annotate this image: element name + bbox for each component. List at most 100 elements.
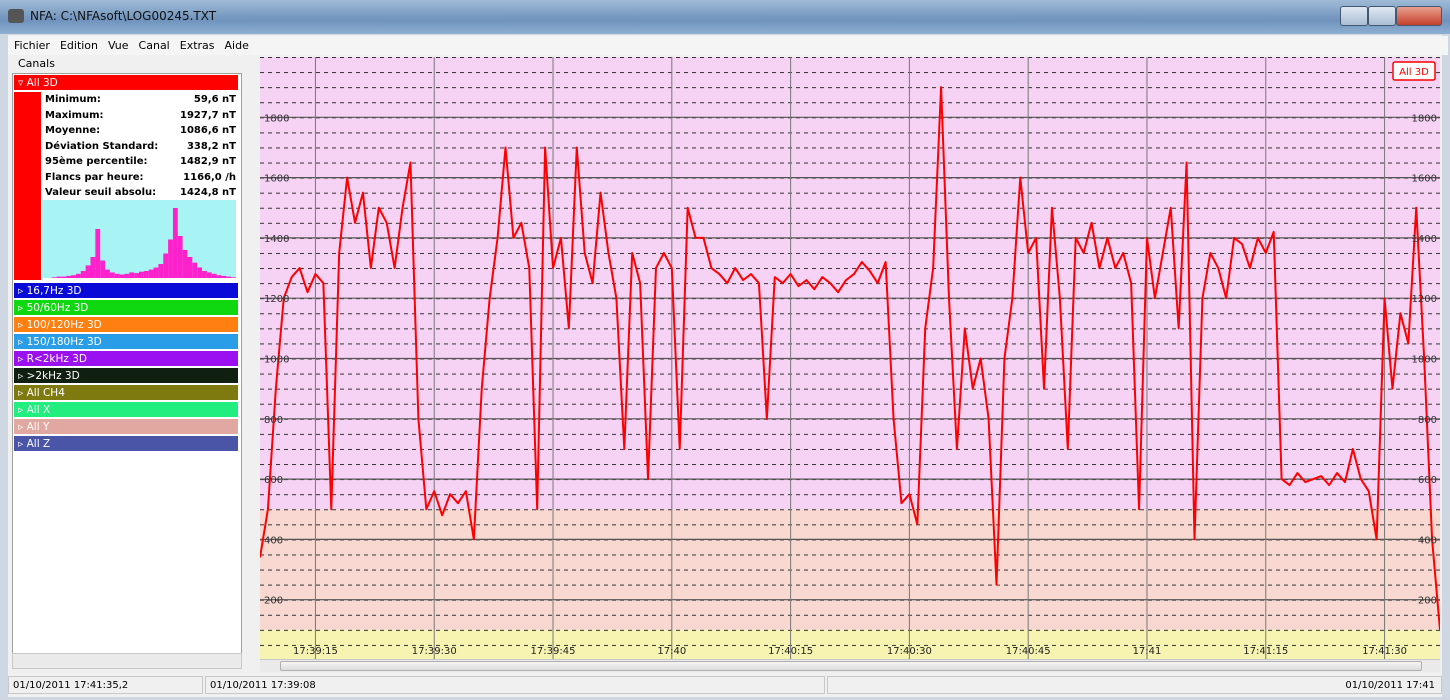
expand-arrow[interactable]: ▹ [18,353,27,365]
channel-label: >2kHz 3D [26,370,80,382]
app-icon [8,9,24,23]
panel-scrollbar[interactable] [12,653,242,669]
status-end: 01/10/2011 17:41 [827,676,1442,694]
channel-row[interactable]: ▹ All CH4 [14,385,238,401]
channel-label: 150/180Hz 3D [26,336,102,348]
x-tick-label: 17:39:15 [293,646,338,657]
histogram-bar [221,275,227,278]
maximize-button[interactable] [1368,6,1396,26]
histogram-bar [197,267,203,278]
expand-arrow[interactable]: ▹ [18,387,27,399]
x-tick-label: 17:39:45 [531,646,576,657]
x-tick-label: 17:40:15 [768,646,813,657]
menu-item[interactable]: Canal [138,39,170,52]
y2-tick-label: 1000 [1412,355,1437,366]
histogram-bar [211,273,217,278]
stat-value: 1482,9 nT [179,156,236,167]
stat-row: Maximum: 1927,7 nT [45,110,236,121]
y-tick-label: 200 [264,596,283,607]
histogram-bar [95,229,101,278]
channel-label: All X [26,404,51,416]
histogram-bar [114,273,120,278]
histogram-bar [85,265,91,278]
menu-item[interactable]: Fichier [14,39,50,52]
menu-item[interactable]: Extras [179,39,215,52]
expand-arrow[interactable]: ▹ [18,421,27,433]
histogram-background [42,200,236,278]
histogram-bar [61,276,67,278]
histogram-bar [51,277,57,278]
y2-tick-label: 200 [1418,596,1437,607]
histogram-bar [158,264,164,278]
channel-label: All Z [26,438,51,450]
expand-arrow[interactable]: ▹ [18,319,27,331]
histogram-bar [105,269,110,278]
x-tick-label: 17:41:15 [1243,646,1288,657]
legend-box [1392,61,1436,81]
scroll-thumb[interactable] [280,661,1422,671]
x-tick-label: 17:41 [1133,646,1162,657]
y2-tick-label: 600 [1418,475,1437,486]
channel-row[interactable]: ▹ All Z [14,436,238,452]
y-tick-label: 600 [264,475,283,486]
stat-value: 1424,8 nT [179,187,236,198]
histogram-bar [216,275,222,278]
y2-tick-label: 1600 [1412,174,1437,185]
channel-row[interactable]: ▹ 150/180Hz 3D [14,334,238,350]
x-tick-label: 17:39:30 [412,646,457,657]
menu-item[interactable]: Edition [59,39,99,52]
histogram-bar [172,208,178,278]
stat-row: Moyenne: 1086,6 nT [45,125,236,136]
histogram-bar [206,272,212,278]
expand-arrow[interactable]: ▹ [18,438,27,450]
channel-label: 50/60Hz 3D [26,302,89,314]
channel-row[interactable]: ▹ All Y [14,419,238,435]
minimize-button[interactable] [1340,6,1368,26]
channel-color-strip [14,92,41,280]
y-tick-label: 1400 [264,234,289,245]
expand-arrow[interactable]: ▹ [18,404,27,416]
channel-row[interactable]: ▹ >2kHz 3D [14,368,238,384]
histogram-bar [71,275,76,278]
histogram-bar [163,253,169,278]
status-cursor: 01/10/2011 17:41:35,2 [8,676,203,694]
status-start: 01/10/2011 17:39:08 [205,676,825,694]
menu-item[interactable]: Aide [224,39,249,52]
y2-tick-label: 800 [1418,415,1437,426]
menu-item[interactable]: Vue [108,39,129,52]
window-title: NFA: C:\NFAsoft\LOG00245.TXT [30,9,217,23]
stat-row: Valeur seuil absolu: 1424,8 nT [45,187,236,198]
expand-arrow[interactable]: ▿ [18,77,27,89]
stat-label: Déviation Standard: [45,140,159,152]
expand-arrow[interactable]: ▹ [18,302,27,314]
stat-row: 95ème percentile: 1482,9 nT [45,156,236,167]
expand-arrow[interactable]: ▹ [18,336,27,348]
histogram-bar [90,257,96,278]
y2-tick-label: 1800 [1412,113,1437,124]
histogram-bar [66,275,72,278]
channel-row[interactable]: ▹ R<2kHz 3D [14,351,238,367]
channel-row[interactable]: ▹ 16,7Hz 3D [14,283,238,299]
y2-tick-label: 1400 [1412,234,1437,245]
histogram-bar [202,271,207,278]
channel-row[interactable]: ▿ All 3D [14,75,238,91]
histogram-bar [177,236,183,278]
expand-arrow[interactable]: ▹ [18,285,27,297]
channel-label: All Y [26,421,50,433]
menu-bar: Fichier Edition Vue Canal Extras Aide [8,36,1448,55]
channel-label: R<2kHz 3D [26,353,87,365]
expand-arrow[interactable]: ▹ [18,370,27,382]
stat-value: 338,2 nT [186,140,236,152]
stat-row: Minimum: 59,6 nT [45,94,236,105]
channel-row[interactable]: ▹ All X [14,402,238,418]
channel-row[interactable]: ▹ 100/120Hz 3D [14,317,238,333]
channel-row[interactable]: ▹ 50/60Hz 3D [14,300,238,316]
histogram-bar [80,271,86,278]
channel-label: 100/120Hz 3D [26,319,102,331]
close-button[interactable] [1396,6,1442,26]
histogram-bar [231,277,236,278]
stat-label: Valeur seuil absolu: [45,187,157,198]
stat-label: Minimum: [45,94,101,105]
stat-value: 1166,0 /h [183,171,236,183]
